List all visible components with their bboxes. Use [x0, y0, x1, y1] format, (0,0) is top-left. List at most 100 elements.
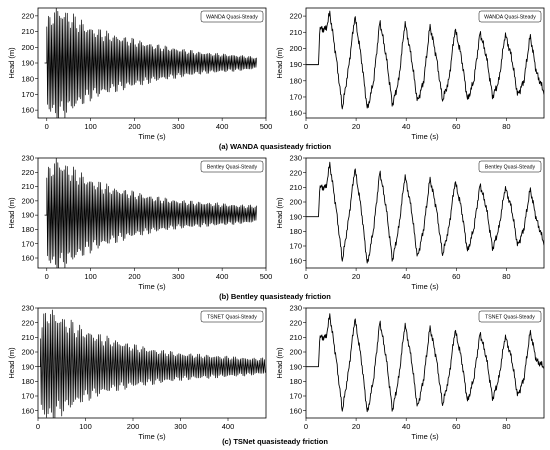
plot-frame [37, 307, 267, 419]
y-axis-title: Head (m) [7, 197, 16, 229]
y-tick-label: 190 [21, 362, 34, 371]
y-axis-title: Head (m) [275, 347, 284, 379]
caption-a: (a) WANDA quasisteady friction [219, 142, 332, 151]
x-tick-label: 20 [352, 272, 360, 281]
legend-box [200, 10, 264, 23]
plot-frame [305, 157, 545, 269]
y-tick-label: 180 [21, 74, 34, 83]
y-tick-label: 220 [21, 11, 34, 20]
y-tick-label: 200 [21, 348, 34, 357]
y-tick-label: 220 [289, 318, 302, 327]
head-series-line [38, 309, 266, 418]
x-axis-title: Time (s) [138, 282, 166, 291]
y-tick-label: 180 [289, 377, 302, 386]
y-tick-label: 210 [21, 333, 34, 342]
x-tick-label: 20 [352, 122, 360, 131]
x-tick-label: 400 [216, 272, 229, 281]
y-tick-label: 190 [21, 211, 34, 220]
x-tick-label: 0 [304, 422, 308, 431]
x-tick-label: 0 [45, 272, 49, 281]
x-axis-title: Time (s) [411, 432, 439, 441]
x-tick-label: 200 [128, 122, 141, 131]
x-tick-label: 80 [502, 122, 510, 131]
y-axis-title: Head (m) [7, 347, 16, 379]
y-tick-label: 200 [21, 196, 34, 205]
head-series-line [44, 158, 258, 268]
legend-label: TSNET Quasi-Steady [485, 315, 535, 321]
chart-4: 160 170 180 190 200 210 220 230 0 20 40 60 80 Time (s… [275, 154, 545, 291]
x-tick-label: 100 [84, 122, 97, 131]
x-tick-label: 40 [402, 272, 410, 281]
y-axis-title: Head (m) [275, 47, 284, 79]
y-tick-label: 180 [289, 227, 302, 236]
x-tick-label: 20 [352, 422, 360, 431]
y-tick-label: 210 [21, 27, 34, 36]
legend-box [200, 310, 264, 323]
x-tick-label: 0 [304, 272, 308, 281]
x-tick-label: 100 [84, 272, 97, 281]
y-tick-label: 210 [289, 28, 302, 37]
y-tick-label: 160 [21, 406, 34, 415]
y-axis-title: Head (m) [275, 197, 284, 229]
y-tick-label: 170 [289, 242, 302, 251]
y-tick-label: 200 [21, 43, 34, 52]
y-tick-label: 230 [21, 304, 34, 313]
legend-label: Bentley Quasi-Steady [207, 165, 258, 171]
y-tick-label: 190 [21, 59, 34, 68]
plot-frame [305, 307, 545, 419]
legend-box [478, 310, 542, 323]
x-axis-title: Time (s) [138, 432, 166, 441]
x-tick-label: 40 [402, 422, 410, 431]
y-tick-label: 170 [289, 93, 302, 102]
x-tick-label: 100 [79, 422, 92, 431]
head-series-line [306, 161, 544, 264]
head-series-line [306, 313, 544, 413]
y-tick-label: 170 [21, 239, 34, 248]
x-tick-label: 60 [452, 422, 460, 431]
plot-frame [37, 157, 267, 269]
y-tick-label: 220 [289, 168, 302, 177]
y-tick-label: 200 [289, 348, 302, 357]
x-tick-label: 300 [172, 122, 185, 131]
chart-5: 160 170 180 190 200 210 220 230 0 100 200 300 400 Tim… [7, 304, 267, 441]
x-tick-label: 200 [128, 272, 141, 281]
head-series-line [44, 8, 258, 118]
y-tick-label: 220 [289, 12, 302, 21]
x-tick-label: 500 [260, 122, 273, 131]
y-tick-label: 170 [21, 90, 34, 99]
x-tick-label: 200 [127, 422, 140, 431]
y-tick-label: 190 [289, 362, 302, 371]
y-tick-label: 210 [21, 182, 34, 191]
legend-box [478, 160, 542, 173]
x-tick-label: 0 [36, 422, 40, 431]
x-axis-title: Time (s) [138, 132, 166, 141]
x-tick-label: 400 [216, 122, 229, 131]
x-tick-label: 500 [260, 272, 273, 281]
y-tick-label: 190 [289, 60, 302, 69]
y-tick-label: 180 [289, 76, 302, 85]
y-tick-label: 180 [21, 377, 34, 386]
y-tick-label: 160 [21, 254, 34, 263]
chart-3: 160 170 180 190 200 210 220 230 0 100 200 300 400 500… [7, 154, 272, 291]
y-tick-label: 230 [289, 304, 302, 313]
x-tick-label: 60 [452, 122, 460, 131]
y-tick-label: 190 [289, 212, 302, 221]
y-tick-label: 180 [21, 225, 34, 234]
x-tick-label: 40 [402, 122, 410, 131]
y-tick-label: 230 [289, 154, 302, 163]
legend-label: WANDA Quasi-Steady [484, 15, 536, 21]
y-tick-label: 210 [289, 183, 302, 192]
y-axis-title: Head (m) [7, 47, 16, 79]
legend-box [200, 160, 264, 173]
y-tick-label: 220 [21, 168, 34, 177]
y-tick-label: 160 [289, 406, 302, 415]
legend-label: WANDA Quasi-Steady [206, 15, 258, 21]
chart-2: 160 170 180 190 200 210 220 0 20 40 60 80 Time (s) He… [275, 7, 545, 141]
x-tick-label: 0 [304, 122, 308, 131]
caption-b: (b) Bentley quasisteady friction [219, 292, 331, 301]
chart-1: 160 170 180 190 200 210 220 0 100 200 300 400 500 Tim… [7, 7, 272, 141]
caption-c: (c) TSNet quasisteady friction [222, 437, 328, 446]
x-tick-label: 300 [172, 272, 185, 281]
x-axis-title: Time (s) [411, 282, 439, 291]
